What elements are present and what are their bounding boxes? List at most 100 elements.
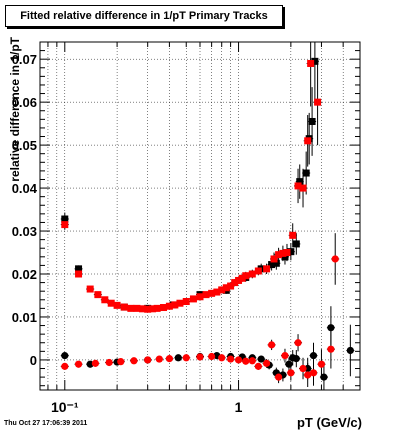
square-marker	[238, 274, 246, 282]
square-marker	[153, 304, 161, 312]
y-tick-label: 0.04	[12, 181, 38, 196]
axes: 0 0.01 0.02 0.03 0.04 0.05 0.06 0.07 10⁻¹ 1	[12, 41, 361, 415]
square-marker	[127, 304, 135, 312]
circle-marker	[327, 345, 335, 353]
square-marker	[133, 304, 141, 312]
circle-marker	[287, 369, 295, 377]
square-marker	[270, 255, 278, 263]
circle-marker	[218, 354, 226, 362]
square-marker	[213, 288, 221, 296]
square-marker	[314, 98, 322, 106]
circle-marker	[182, 354, 190, 362]
circle-marker	[61, 362, 69, 370]
grid-lines	[40, 42, 361, 390]
circle-marker	[299, 364, 307, 373]
square-marker	[275, 251, 283, 259]
y-axis-label: relative difference in 1/pT	[8, 36, 22, 181]
circle-marker	[144, 356, 152, 364]
circle-marker	[268, 341, 276, 349]
square-marker	[299, 184, 307, 192]
circle-marker	[292, 355, 300, 363]
circle-marker	[281, 352, 289, 360]
square-marker	[202, 291, 210, 299]
circle-marker	[327, 324, 335, 332]
square-marker	[254, 267, 262, 275]
square-marker	[279, 249, 287, 257]
square-marker	[149, 305, 157, 313]
square-marker	[222, 284, 230, 292]
circle-marker	[248, 357, 256, 365]
square-marker	[307, 59, 315, 67]
circle-marker	[320, 373, 328, 381]
circle-marker	[242, 357, 250, 365]
square-marker	[218, 286, 226, 294]
x-tick-label: 1	[235, 399, 243, 415]
circle-marker	[331, 255, 339, 263]
square-marker	[294, 182, 302, 190]
square-marker	[101, 296, 109, 304]
circle-marker	[294, 339, 302, 347]
square-marker	[107, 299, 115, 307]
circle-marker	[91, 359, 99, 367]
square-marker	[231, 279, 239, 287]
circle-marker	[274, 373, 283, 381]
y-tick-label: 0.01	[12, 310, 37, 325]
x-tick-label: 10⁻¹	[51, 399, 79, 415]
square-marker	[283, 249, 291, 257]
square-marker	[75, 265, 83, 273]
square-marker	[242, 272, 250, 280]
square-marker	[287, 248, 295, 256]
square-marker	[227, 282, 235, 290]
circle-marker	[226, 355, 235, 363]
circle-marker	[254, 362, 262, 370]
chart-title: Fitted relative difference in 1/pT Prima…	[20, 10, 268, 22]
square-marker	[248, 270, 256, 278]
square-marker	[263, 265, 271, 273]
square-marker	[94, 291, 102, 299]
square-marker	[268, 261, 276, 269]
y-tick-label: 0.02	[12, 267, 37, 282]
square-marker	[208, 289, 216, 297]
square-marker	[196, 293, 204, 301]
square-marker	[182, 297, 190, 305]
circle-marker	[74, 360, 83, 368]
circle-marker	[165, 355, 174, 363]
square-marker	[292, 240, 300, 248]
y-tick-label: 0.07	[12, 52, 37, 67]
square-marker	[176, 299, 184, 307]
x-axis-label: pT (GeV/c)	[297, 415, 362, 430]
square-marker	[308, 117, 316, 125]
square-marker	[165, 302, 173, 310]
error-bars	[60, 42, 355, 390]
y-tick-label: 0.05	[12, 138, 37, 153]
square-marker	[61, 215, 69, 223]
square-marker	[86, 285, 94, 293]
circle-marker	[309, 369, 318, 377]
square-marker	[189, 295, 197, 303]
circle-marker	[130, 357, 138, 365]
square-marker	[113, 301, 121, 309]
circle-marker	[174, 354, 182, 362]
y-tick-label: 0.06	[12, 95, 37, 110]
square-marker	[302, 169, 310, 177]
circle-marker	[208, 352, 216, 361]
y-tick-label: 0.03	[12, 224, 37, 239]
y-tick-label: 0	[30, 353, 37, 368]
chart-title-box: Fitted relative difference in 1/pT Prima…	[5, 5, 283, 27]
data-markers	[61, 57, 354, 381]
circle-marker	[234, 356, 243, 364]
circle-marker	[346, 346, 354, 355]
square-marker	[272, 259, 280, 267]
circle-marker	[257, 355, 265, 363]
square-marker	[171, 301, 179, 309]
square-marker	[61, 221, 69, 229]
square-marker	[311, 57, 319, 65]
circle-marker	[317, 360, 326, 368]
circle-marker	[61, 352, 69, 360]
circle-marker	[155, 355, 163, 363]
circle-marker	[196, 353, 204, 361]
circle-marker	[262, 359, 271, 367]
square-marker	[144, 305, 152, 313]
square-marker	[75, 270, 83, 278]
circle-marker	[117, 358, 125, 366]
